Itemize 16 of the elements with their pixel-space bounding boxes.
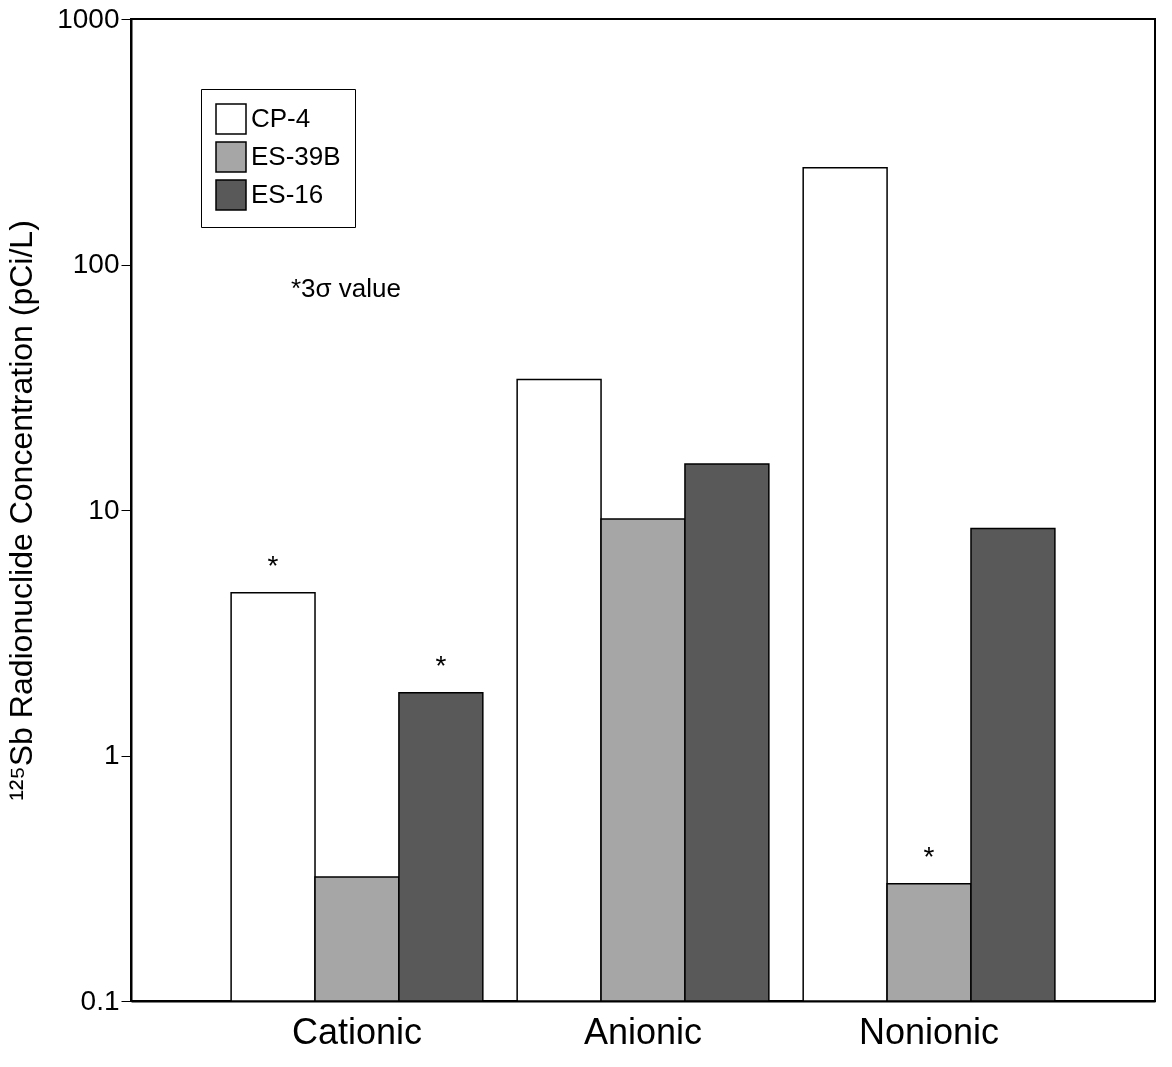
y-axis-title: ¹²⁵Sb Radionuclide Concentration (pCi/L) [3, 220, 40, 801]
data-label: * [435, 649, 447, 681]
legend-label: CP-4 [251, 103, 311, 133]
x-tick-label: Cationic [291, 1010, 422, 1052]
annotation: *3σ value [291, 273, 402, 303]
legend-label: ES-39B [251, 141, 341, 171]
y-tick-label: 1 [103, 739, 120, 770]
data-label: * [923, 840, 935, 872]
x-tick-label: Anionic [583, 1010, 703, 1052]
y-tick-label: 1000 [57, 2, 120, 34]
data-label: * [267, 549, 279, 581]
legend-label: ES-16 [251, 179, 324, 209]
y-tick-label: 100 [72, 248, 120, 279]
y-tick-label: 0.1 [80, 984, 120, 1016]
y-tick-label: 10 [88, 493, 120, 525]
x-tick-label: Nonionic [858, 1010, 1000, 1052]
